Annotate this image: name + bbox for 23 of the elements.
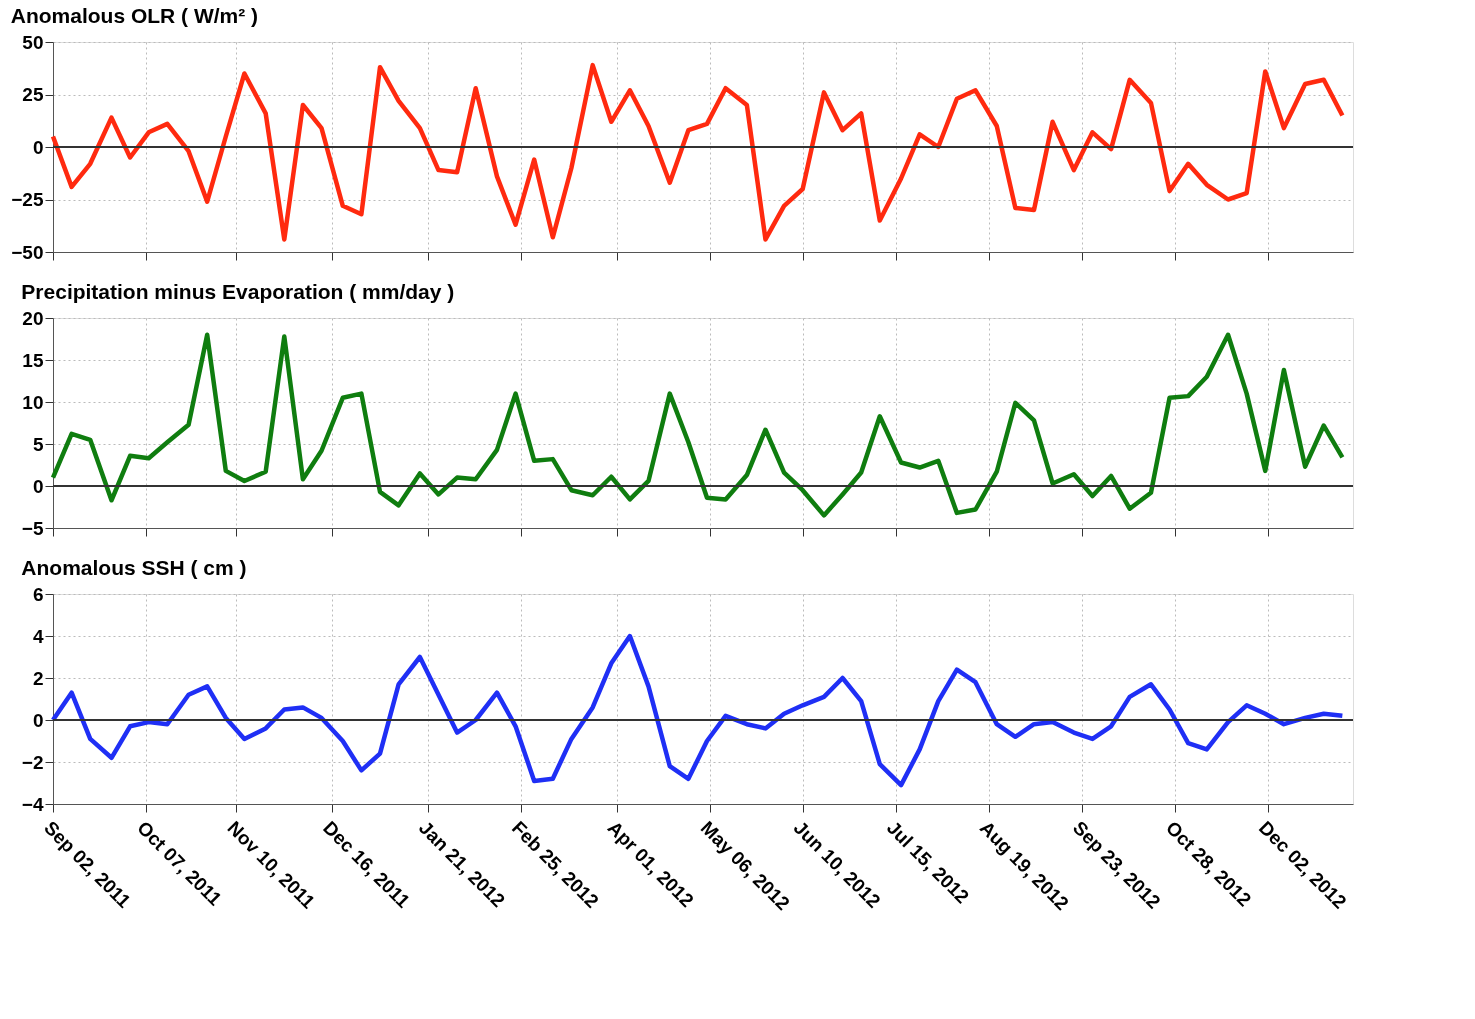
y-tick-label: 25	[22, 84, 44, 105]
y-tick-label: −4	[21, 793, 44, 815]
chart-title: Anomalous SSH ( cm )	[21, 556, 247, 579]
chart-title: Precipitation minus Evaporation ( mm/day )	[21, 280, 455, 303]
y-tick-label: −2	[21, 751, 44, 773]
y-tick-label: 15	[22, 349, 44, 371]
y-tick-label: 0	[32, 709, 44, 731]
y-tick-label: 50	[22, 31, 44, 53]
line-series	[50, 633, 1345, 788]
chart-title: Anomalous OLR ( W/m² )	[10, 4, 259, 27]
y-tick-label: 6	[32, 583, 44, 605]
y-tick-label: −5	[21, 517, 44, 539]
line-series	[50, 332, 1345, 518]
y-tick-label: 10	[22, 391, 44, 413]
y-tick-label: 0	[32, 475, 44, 497]
y-tick-label: 4	[32, 625, 44, 647]
y-tick-label: 2	[32, 667, 44, 689]
y-tick-label: −25	[11, 189, 44, 210]
y-tick-label: −50	[11, 241, 44, 263]
line-series	[50, 62, 1345, 242]
y-tick-label: 5	[32, 433, 44, 455]
y-tick-label: 0	[32, 136, 44, 158]
y-tick-label: 20	[22, 307, 44, 329]
